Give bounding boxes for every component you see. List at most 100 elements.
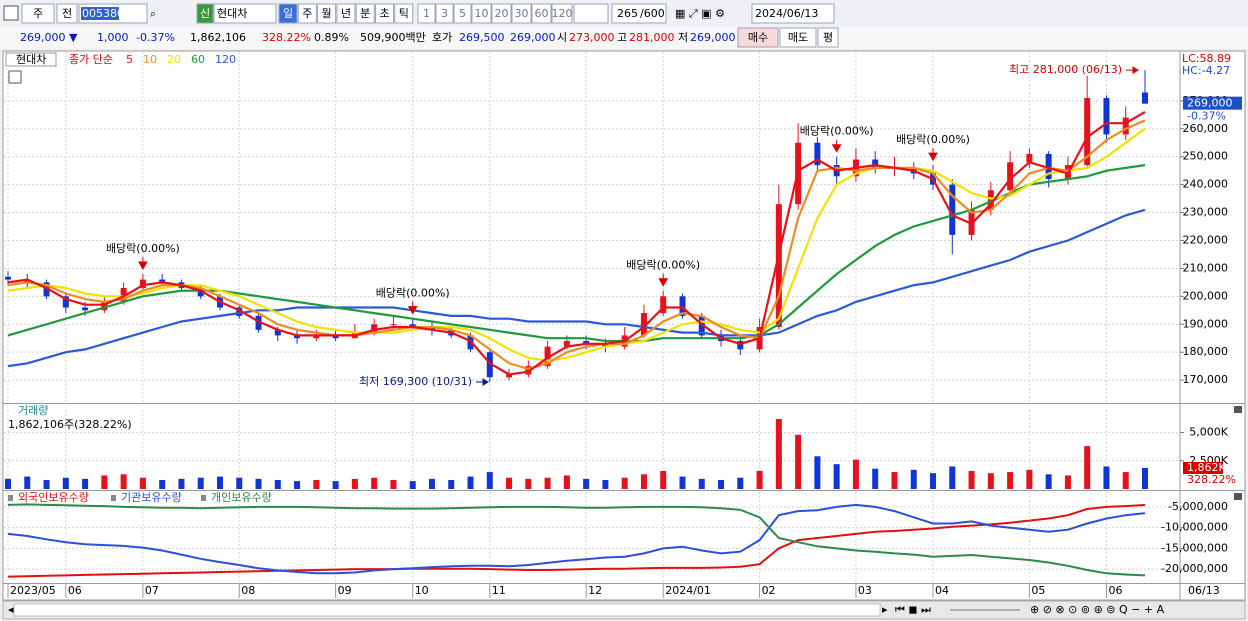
menu-icon[interactable] bbox=[3, 5, 19, 21]
legend-entry: 기관보유수량 bbox=[121, 491, 182, 504]
volume-bar bbox=[737, 477, 744, 489]
period-tab-box[interactable] bbox=[336, 3, 356, 24]
order-button[interactable]: 매도 bbox=[788, 31, 808, 44]
period-tab[interactable]: 년 bbox=[341, 7, 351, 20]
volume-bar bbox=[390, 479, 397, 489]
annotation: 배당락(0.00%) bbox=[626, 259, 700, 272]
count-tab-box[interactable] bbox=[551, 3, 573, 24]
period-tab-box[interactable] bbox=[355, 3, 375, 24]
period-tab[interactable]: 월 bbox=[322, 7, 332, 20]
volume-bar bbox=[833, 464, 840, 489]
count-tab-box[interactable] bbox=[417, 3, 436, 24]
count-tab[interactable]: 10 bbox=[475, 7, 489, 20]
volume-bar bbox=[197, 477, 204, 489]
x-tick-label: 2024/01 bbox=[665, 584, 711, 597]
count-tab-box[interactable] bbox=[491, 3, 512, 24]
period-tab[interactable]: 분 bbox=[360, 7, 370, 20]
volume-bar bbox=[82, 478, 89, 489]
volume-bar bbox=[1142, 467, 1148, 489]
period-tab[interactable]: 주 bbox=[302, 7, 312, 20]
x-tick-label: 07 bbox=[145, 584, 159, 597]
legend-swatch bbox=[201, 495, 206, 501]
annotation-arrow bbox=[831, 139, 842, 153]
count-tab[interactable]: 1 bbox=[423, 7, 430, 20]
date-box[interactable] bbox=[751, 3, 835, 24]
panel-title: 거래량 bbox=[18, 404, 48, 417]
code-highlight bbox=[81, 7, 119, 20]
quote-bid-label: 호가 bbox=[432, 31, 452, 44]
panel-close[interactable] bbox=[1234, 406, 1242, 413]
period-tab[interactable]: 일 bbox=[283, 6, 293, 20]
candle-body bbox=[737, 341, 744, 350]
legend-title: 현대차 bbox=[16, 53, 46, 66]
scope-select[interactable]: 전 bbox=[62, 7, 72, 20]
candle-body bbox=[775, 204, 782, 328]
period-tab-box[interactable] bbox=[394, 3, 414, 24]
period-tab-box[interactable] bbox=[278, 3, 298, 24]
volume-bar bbox=[718, 479, 725, 489]
tool-icons: ▦ ⤢ ▣ ⚙ bbox=[675, 7, 725, 20]
candle-body bbox=[506, 374, 513, 378]
count-tab-box[interactable] bbox=[453, 3, 472, 24]
count-tab-box[interactable] bbox=[531, 3, 552, 24]
count-tab[interactable]: 120 bbox=[552, 7, 573, 20]
period-tab[interactable]: 초 bbox=[379, 7, 389, 20]
stock-code[interactable]: 005380 bbox=[82, 7, 124, 20]
quote-background bbox=[0, 27, 1248, 49]
period-tab-box[interactable] bbox=[317, 3, 337, 24]
volume-bar bbox=[1084, 446, 1091, 489]
legend-icon[interactable] bbox=[8, 70, 22, 84]
legend-ma-label: 종가 단순 bbox=[69, 53, 113, 66]
candle-body bbox=[486, 352, 493, 378]
lc-label: LC:58.89 bbox=[1182, 52, 1231, 65]
volume-bar bbox=[544, 477, 551, 489]
max-count: /600 bbox=[640, 7, 665, 20]
volume-bar bbox=[448, 479, 455, 489]
count-tab-box[interactable] bbox=[511, 3, 532, 24]
date[interactable]: 2024/06/13 bbox=[755, 7, 818, 20]
count-tab[interactable]: 3 bbox=[441, 7, 448, 20]
volume-bar bbox=[101, 475, 108, 489]
holding-line bbox=[7, 503, 1146, 577]
period-select[interactable]: 주 bbox=[33, 7, 43, 20]
market-badge: 신 bbox=[200, 7, 210, 20]
period-tab-box[interactable] bbox=[297, 3, 317, 24]
candle-body bbox=[1084, 98, 1091, 166]
quote-open: 273,000 bbox=[569, 31, 615, 44]
period-tab-box[interactable] bbox=[375, 3, 394, 24]
scroll-left[interactable]: ◂ bbox=[8, 603, 14, 616]
volume-bar bbox=[930, 473, 937, 489]
candle-body bbox=[1142, 92, 1148, 104]
volume-bar bbox=[602, 479, 609, 489]
period-tab[interactable]: 틱 bbox=[399, 7, 409, 20]
volume-bar bbox=[274, 479, 281, 489]
count-tab[interactable]: 60 bbox=[535, 7, 549, 20]
quote-high-label: 고 bbox=[617, 31, 627, 44]
drawing-tools[interactable]: ⊕ ⊘ ⊗ ⊙ ⊚ ⊛ ⊜ Q − + A bbox=[1030, 603, 1165, 616]
scroll-right[interactable]: ▸ bbox=[882, 603, 888, 616]
order-button-box[interactable] bbox=[817, 27, 839, 48]
order-button[interactable]: 평 bbox=[823, 31, 833, 44]
count-tab[interactable]: 5 bbox=[459, 7, 466, 20]
period-select-box[interactable] bbox=[21, 3, 55, 24]
volume-bar bbox=[968, 470, 975, 489]
candle-body bbox=[43, 282, 50, 297]
legend-title-box bbox=[5, 52, 57, 67]
x-tick-label: 11 bbox=[492, 584, 506, 597]
count-tab[interactable]: 30 bbox=[515, 7, 529, 20]
count-tab[interactable]: 20 bbox=[495, 7, 509, 20]
scroll-track[interactable] bbox=[13, 603, 881, 617]
volume-bar bbox=[698, 478, 705, 489]
scope-select-box[interactable] bbox=[56, 3, 78, 24]
y-tick-label: 220,000 bbox=[1183, 233, 1229, 246]
empty-select[interactable] bbox=[573, 3, 609, 24]
order-button-box[interactable] bbox=[779, 27, 817, 48]
playback-controls[interactable]: ⏮ ◼ ⏭ bbox=[895, 603, 931, 616]
count-tab-box[interactable] bbox=[435, 3, 454, 24]
count-tab-box[interactable] bbox=[471, 3, 492, 24]
volume-bar bbox=[1064, 475, 1071, 489]
holding-line bbox=[7, 503, 1146, 575]
order-button-box[interactable] bbox=[737, 27, 779, 48]
panel-close[interactable] bbox=[1234, 493, 1242, 500]
order-button[interactable]: 매수 bbox=[748, 31, 768, 44]
